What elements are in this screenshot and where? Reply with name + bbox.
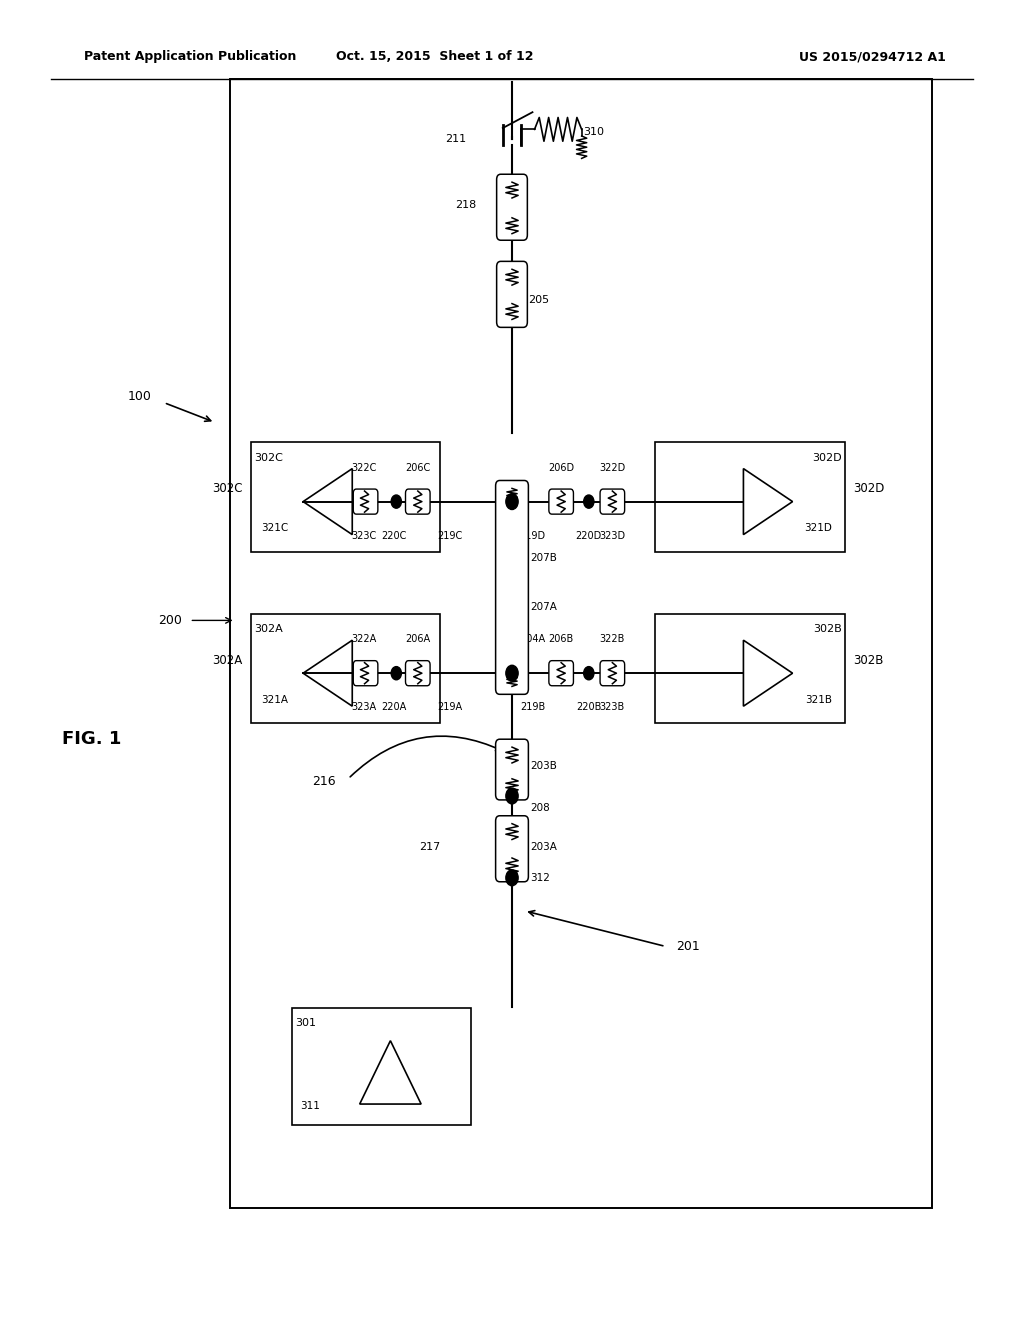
Circle shape	[391, 667, 401, 680]
FancyBboxPatch shape	[497, 174, 527, 240]
Text: 206D: 206D	[548, 462, 574, 473]
Text: 302C: 302C	[254, 453, 283, 463]
Text: Patent Application Publication: Patent Application Publication	[84, 50, 296, 63]
Text: 322B: 322B	[600, 634, 625, 644]
Bar	[251, 614, 440, 723]
Text: 321A: 321A	[261, 694, 288, 705]
Bar	[251, 442, 440, 552]
FancyBboxPatch shape	[353, 660, 378, 686]
Circle shape	[584, 667, 594, 680]
Text: Oct. 15, 2015  Sheet 1 of 12: Oct. 15, 2015 Sheet 1 of 12	[337, 50, 534, 63]
Text: 302C: 302C	[212, 482, 243, 495]
Text: 201: 201	[676, 940, 699, 953]
Text: 216: 216	[312, 775, 336, 788]
Text: 220C: 220C	[382, 531, 407, 541]
FancyBboxPatch shape	[600, 660, 625, 686]
Text: 322D: 322D	[599, 462, 626, 473]
Text: 323B: 323B	[600, 702, 625, 713]
Text: 323C: 323C	[351, 531, 376, 541]
Circle shape	[506, 494, 518, 510]
Bar	[230, 79, 932, 1208]
Circle shape	[391, 495, 401, 508]
Text: 207B: 207B	[530, 553, 557, 564]
FancyBboxPatch shape	[496, 816, 528, 882]
Text: US 2015/0294712 A1: US 2015/0294712 A1	[799, 50, 945, 63]
Text: 206B: 206B	[549, 634, 573, 644]
Text: 208: 208	[530, 803, 550, 813]
Text: 203A: 203A	[530, 842, 557, 853]
Text: 321D: 321D	[805, 523, 833, 533]
FancyBboxPatch shape	[406, 660, 430, 686]
Text: 218: 218	[455, 199, 476, 210]
FancyBboxPatch shape	[496, 739, 528, 800]
Text: 219B: 219B	[520, 702, 545, 713]
Text: 323D: 323D	[599, 531, 626, 541]
Text: 206C: 206C	[406, 462, 430, 473]
Text: 204A: 204A	[520, 634, 545, 644]
Bar	[655, 442, 845, 552]
Text: 302D: 302D	[853, 482, 885, 495]
Text: 206A: 206A	[406, 634, 430, 644]
Text: 322C: 322C	[351, 462, 376, 473]
FancyBboxPatch shape	[353, 488, 378, 513]
Text: 203B: 203B	[530, 760, 557, 771]
Text: 302A: 302A	[212, 653, 243, 667]
Circle shape	[506, 665, 518, 681]
Bar	[292, 1008, 471, 1125]
Text: 205: 205	[528, 294, 550, 305]
Text: 310: 310	[584, 127, 605, 137]
Text: 220A: 220A	[382, 702, 407, 713]
Text: 302D: 302D	[812, 453, 842, 463]
Text: 211: 211	[444, 133, 466, 144]
Text: 220B: 220B	[577, 702, 601, 713]
Text: 302A: 302A	[254, 624, 283, 635]
Text: 220D: 220D	[575, 531, 602, 541]
Circle shape	[584, 495, 594, 508]
Text: 219D: 219D	[519, 531, 546, 541]
Text: 312: 312	[530, 873, 550, 883]
Circle shape	[506, 870, 518, 886]
Text: 200: 200	[159, 614, 182, 627]
FancyBboxPatch shape	[497, 261, 527, 327]
Text: 301: 301	[295, 1018, 316, 1028]
Text: 323A: 323A	[351, 702, 376, 713]
Text: 302B: 302B	[813, 624, 842, 635]
Text: 100: 100	[128, 389, 152, 403]
FancyBboxPatch shape	[549, 660, 573, 686]
Text: 321C: 321C	[261, 523, 289, 533]
Text: 302B: 302B	[853, 653, 884, 667]
FancyBboxPatch shape	[406, 488, 430, 513]
Text: 321B: 321B	[806, 694, 833, 705]
FancyBboxPatch shape	[496, 480, 528, 694]
Text: 219C: 219C	[437, 531, 462, 541]
Text: 322A: 322A	[351, 634, 376, 644]
FancyBboxPatch shape	[600, 488, 625, 513]
FancyBboxPatch shape	[549, 488, 573, 513]
Text: 217: 217	[419, 842, 440, 853]
Circle shape	[506, 788, 518, 804]
Text: FIG. 1: FIG. 1	[62, 730, 122, 748]
Bar	[655, 614, 845, 723]
Text: 219A: 219A	[437, 702, 462, 713]
Text: 207A: 207A	[530, 602, 557, 612]
Text: 311: 311	[300, 1101, 319, 1111]
